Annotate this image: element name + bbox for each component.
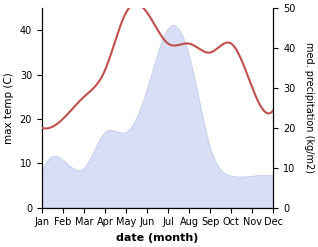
Y-axis label: max temp (C): max temp (C)	[4, 72, 14, 144]
X-axis label: date (month): date (month)	[116, 233, 199, 243]
Y-axis label: med. precipitation (kg/m2): med. precipitation (kg/m2)	[304, 42, 314, 173]
